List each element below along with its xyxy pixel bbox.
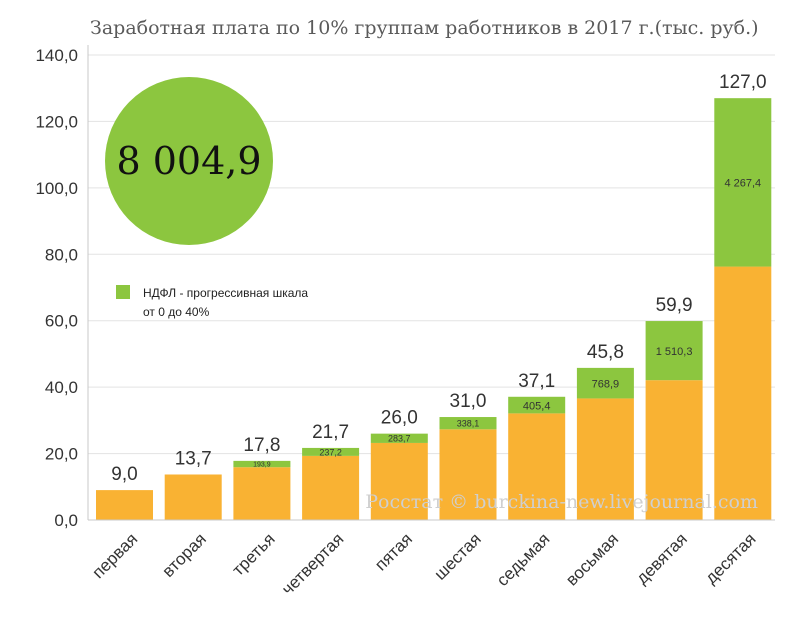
highlight-circle: [105, 77, 273, 245]
x-tick-label: седьмая: [493, 529, 554, 590]
tax-label: 283,7: [388, 434, 411, 444]
bar-base: [576, 398, 634, 520]
bar-tax: [645, 321, 703, 381]
tax-label: 338,1: [457, 419, 480, 429]
total-label: 9,0: [111, 464, 137, 485]
y-tick-label: 80,0: [45, 245, 78, 264]
x-tick-label: пятая: [371, 529, 416, 574]
legend-text-line2: от 0 до 40%: [143, 305, 210, 319]
total-label: 59,9: [656, 295, 693, 316]
bar-tax: [439, 417, 497, 430]
bar-base: [714, 266, 772, 520]
bar-base: [233, 467, 291, 520]
bar-tax: [508, 396, 566, 414]
y-tick-label: 120,0: [35, 112, 78, 131]
plot-area: 0,0 20,0 40,0 60,0 80,0 100,0 120,0 140,0 9,0 пер…: [35, 45, 775, 599]
bar-base: [302, 455, 360, 520]
x-tick-label: третья: [229, 529, 279, 579]
x-tick-label: девятая: [632, 529, 690, 587]
chart-title: Заработная плата по 10% группам работник…: [90, 17, 759, 39]
bar-base: [370, 442, 428, 520]
total-label: 127,0: [719, 72, 767, 93]
bar-base: [645, 380, 703, 520]
tax-label: 4 267,4: [724, 178, 761, 190]
total-label: 45,8: [587, 342, 624, 363]
x-tick-label: вторая: [159, 529, 210, 580]
bar-base: [96, 490, 153, 520]
y-tick-label: 0,0: [54, 511, 78, 530]
x-tick-label: восьмая: [562, 529, 622, 589]
tax-label: 405,4: [523, 400, 551, 412]
total-label: 26,0: [381, 408, 418, 429]
legend-swatch: [116, 285, 130, 299]
y-tick-label: 20,0: [45, 445, 78, 464]
x-tick-label: десятая: [701, 529, 759, 587]
tax-label: 237,2: [319, 447, 342, 457]
x-tick-label: шестая: [430, 529, 484, 583]
y-tick-label: 140,0: [35, 46, 78, 65]
highlight-value: 8 004,9: [116, 139, 261, 183]
x-tick-label: первая: [89, 529, 142, 582]
total-label: 31,0: [450, 391, 487, 412]
total-label: 17,8: [243, 435, 280, 456]
y-tick-label: 40,0: [45, 378, 78, 397]
y-tick-label: 60,0: [45, 312, 78, 331]
tax-label: 193,9: [253, 462, 271, 469]
total-label: 37,1: [518, 371, 555, 392]
y-tick-label: 100,0: [35, 179, 78, 198]
total-label: 13,7: [175, 448, 212, 469]
bar-base: [164, 474, 222, 520]
bar-tax: [233, 460, 291, 468]
x-tick-label: четвертая: [278, 529, 347, 598]
tax-label: 1 510,3: [656, 346, 693, 358]
bar-tax: [370, 433, 428, 443]
bar-base: [508, 413, 566, 520]
bar-tax: [576, 367, 634, 399]
legend-text-line1: НДФЛ - прогрессивная шкала: [143, 286, 308, 300]
total-label: 21,7: [312, 422, 349, 443]
watermark: Росстат © burckina-new.livejournal.com: [365, 491, 758, 513]
bar-tax: [714, 98, 772, 267]
tax-label: 768,9: [592, 378, 620, 390]
bar-base: [439, 429, 497, 520]
bar-tax: [302, 447, 360, 456]
